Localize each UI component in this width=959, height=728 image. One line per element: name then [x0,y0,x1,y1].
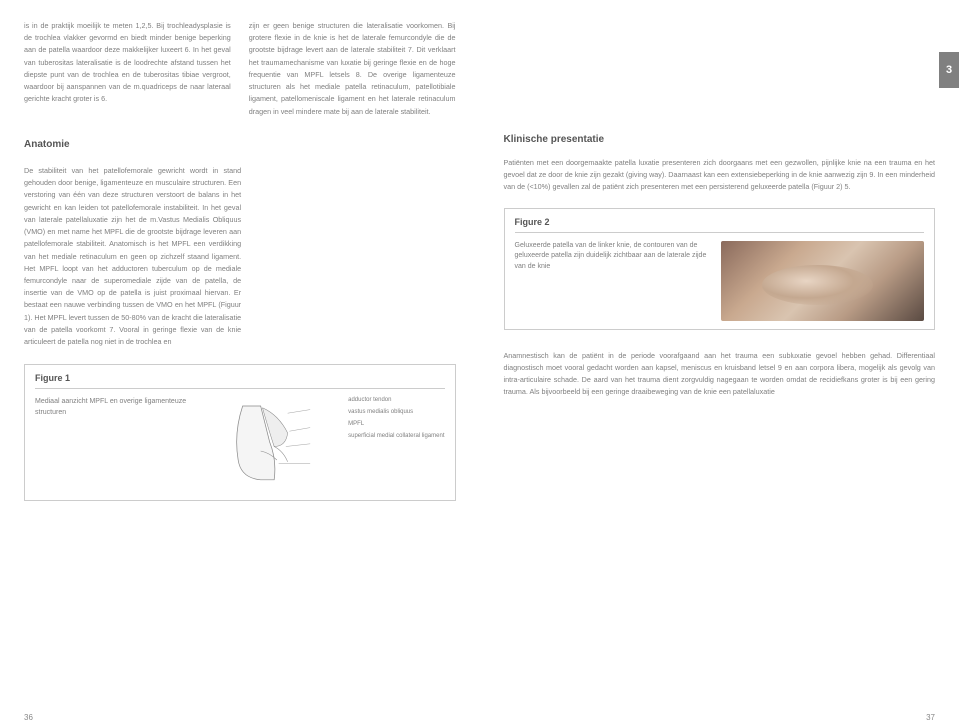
label-adductor-tendon: adductor tendon [348,397,444,405]
page-number-right: 37 [926,713,935,722]
figure-2-box: Figure 2 Geluxeerde patella van de linke… [504,208,936,330]
label-vastus-medialis-obliquus: vastus medialis obliquus [348,409,444,417]
page-number-left: 36 [24,713,33,722]
klinische-column: Patiënten met een doorgemaakte patella l… [504,157,936,194]
figure-2-caption: Geluxeerde patella van de linker knie, d… [515,241,712,321]
figure-1-caption: Mediaal aanzicht MPFL en overige ligamen… [35,397,199,418]
column-1: is in de praktijk moeilijk te meten 1,2,… [24,20,231,118]
klinische-paragraph: Patiënten met een doorgemaakte patella l… [504,157,936,194]
figure-1-illustration: adductor tendon vastus medialis obliquus… [209,397,445,492]
figure-1-title: Figure 1 [35,373,445,389]
anatomie-paragraph: De stabiliteit van het patellofemorale g… [24,165,241,349]
paragraph-top-right: zijn er geen benige structuren die later… [249,20,456,118]
page-right: 3 Klinische presentatie Patiënten met ee… [480,0,959,728]
label-mpfl: MPFL [348,421,444,429]
heading-anatomie: Anatomie [24,136,241,153]
figure-2-title: Figure 2 [515,217,925,233]
page-left: is in de praktijk moeilijk te meten 1,2,… [0,0,480,728]
figure-1-labels: adductor tendon vastus medialis obliquus… [348,397,444,444]
knee-photo-icon [721,241,924,321]
label-superficial-mcl: superficial medial collateral ligament [348,433,444,441]
anamnese-paragraph: Anamnestisch kan de patiënt in de period… [504,350,936,399]
column-2: zijn er geen benige structuren die later… [249,20,456,118]
mid-two-columns: Anatomie De stabiliteit van het patellof… [24,118,456,349]
figure-1-box: Figure 1 Mediaal aanzicht MPFL en overig… [24,364,456,501]
anamnese-column: Anamnestisch kan de patiënt in de period… [504,350,936,399]
spacer-column [259,118,455,349]
knee-diagram-icon [209,397,348,487]
heading-klinische-presentatie: Klinische presentatie [504,134,936,145]
anatomie-column: Anatomie De stabiliteit van het patellof… [24,118,241,349]
paragraph-top-left: is in de praktijk moeilijk te meten 1,2,… [24,20,231,106]
top-two-columns: is in de praktijk moeilijk te meten 1,2,… [24,20,456,118]
chapter-tab: 3 [939,52,959,88]
